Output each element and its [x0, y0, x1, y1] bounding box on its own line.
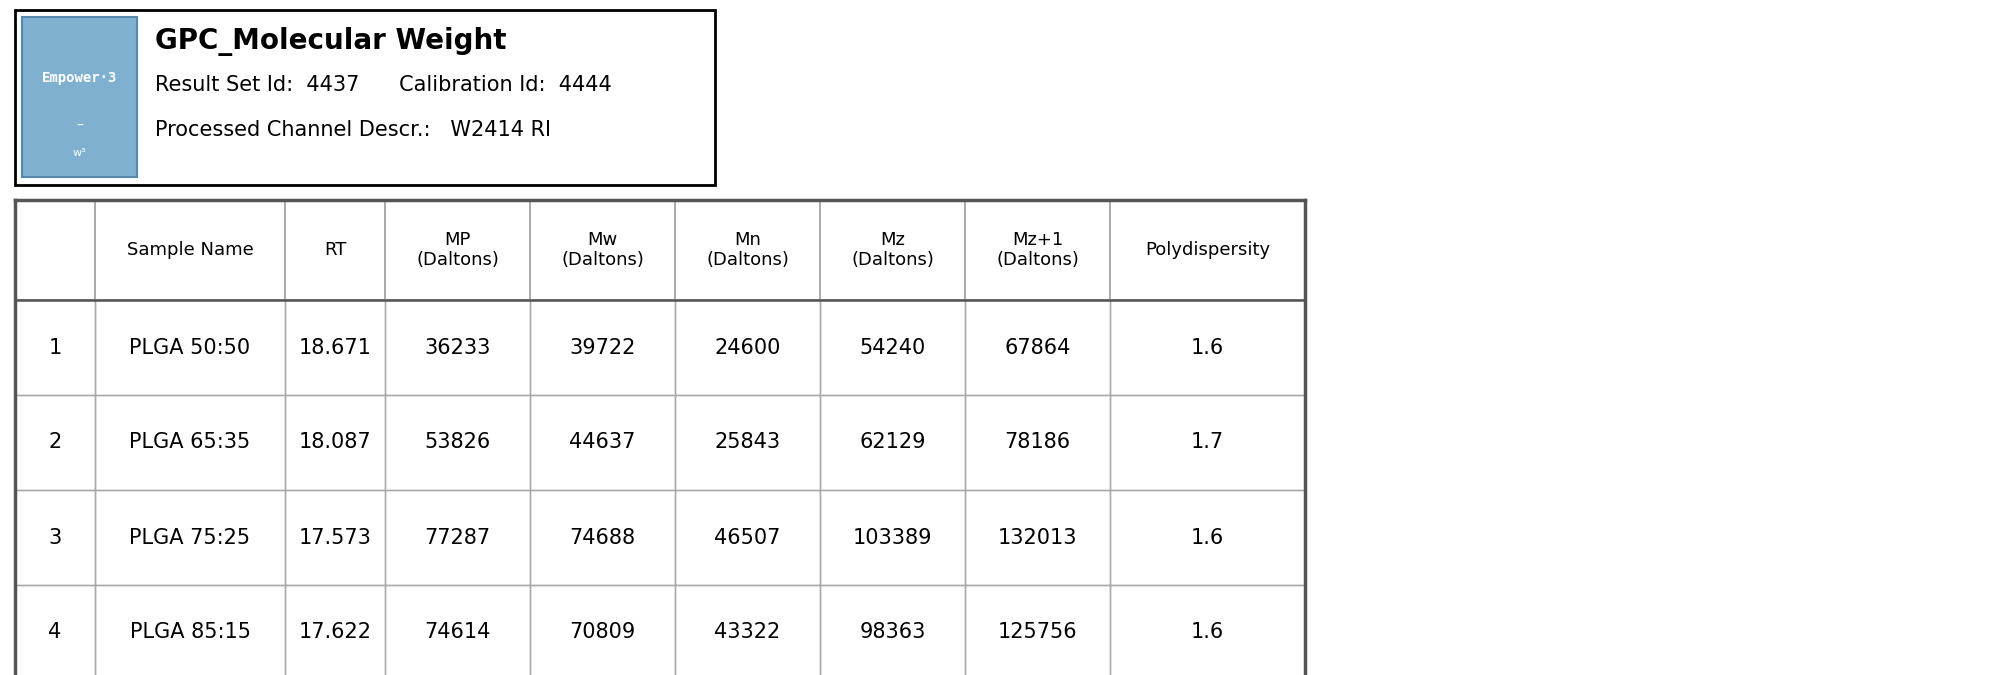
Text: Mw
(Daltons): Mw (Daltons) — [562, 231, 644, 269]
Text: 74614: 74614 — [424, 622, 490, 643]
Text: Result Set Id:  4437      Calibration Id:  4444: Result Set Id: 4437 Calibration Id: 4444 — [156, 75, 612, 95]
Text: 25843: 25843 — [714, 433, 780, 452]
Text: RT: RT — [324, 241, 346, 259]
Text: 1.7: 1.7 — [1190, 433, 1224, 452]
Text: 2: 2 — [48, 433, 62, 452]
Text: 103389: 103389 — [852, 527, 932, 547]
Text: PLGA 65:35: PLGA 65:35 — [130, 433, 250, 452]
Text: 62129: 62129 — [860, 433, 926, 452]
Text: w³: w³ — [72, 148, 86, 158]
Text: 1.6: 1.6 — [1190, 338, 1224, 358]
Text: PLGA 50:50: PLGA 50:50 — [130, 338, 250, 358]
Text: 1.6: 1.6 — [1190, 622, 1224, 643]
Text: 3: 3 — [48, 527, 62, 547]
Text: 17.573: 17.573 — [298, 527, 372, 547]
Text: –: – — [76, 119, 82, 133]
Text: 24600: 24600 — [714, 338, 780, 358]
Text: Sample Name: Sample Name — [126, 241, 254, 259]
Text: 46507: 46507 — [714, 527, 780, 547]
Text: 77287: 77287 — [424, 527, 490, 547]
Bar — [16, 10, 716, 185]
Text: Processed Channel Descr.:   W2414 RI: Processed Channel Descr.: W2414 RI — [156, 120, 552, 140]
Text: Mz+1
(Daltons): Mz+1 (Daltons) — [996, 231, 1078, 269]
Bar — [22, 17, 136, 177]
Text: 125756: 125756 — [998, 622, 1078, 643]
Text: Polydispersity: Polydispersity — [1144, 241, 1270, 259]
Text: 43322: 43322 — [714, 622, 780, 643]
Text: 132013: 132013 — [998, 527, 1078, 547]
Text: 74688: 74688 — [570, 527, 636, 547]
Text: 36233: 36233 — [424, 338, 490, 358]
Text: PLGA 75:25: PLGA 75:25 — [130, 527, 250, 547]
Text: 98363: 98363 — [860, 622, 926, 643]
Text: 67864: 67864 — [1004, 338, 1070, 358]
Text: 4: 4 — [48, 622, 62, 643]
Text: 78186: 78186 — [1004, 433, 1070, 452]
Text: PLGA 85:15: PLGA 85:15 — [130, 622, 250, 643]
Text: GPC_Molecular Weight: GPC_Molecular Weight — [156, 28, 506, 57]
Text: 70809: 70809 — [570, 622, 636, 643]
Text: 44637: 44637 — [570, 433, 636, 452]
Text: 1: 1 — [48, 338, 62, 358]
Text: 18.671: 18.671 — [298, 338, 372, 358]
Text: 53826: 53826 — [424, 433, 490, 452]
Text: Mn
(Daltons): Mn (Daltons) — [706, 231, 788, 269]
Text: Empower·3: Empower·3 — [42, 71, 118, 85]
Text: 54240: 54240 — [860, 338, 926, 358]
Text: 17.622: 17.622 — [298, 622, 372, 643]
Text: MP
(Daltons): MP (Daltons) — [416, 231, 498, 269]
Text: 1.6: 1.6 — [1190, 527, 1224, 547]
Text: 39722: 39722 — [570, 338, 636, 358]
Text: 18.087: 18.087 — [298, 433, 372, 452]
Text: Mz
(Daltons): Mz (Daltons) — [852, 231, 934, 269]
